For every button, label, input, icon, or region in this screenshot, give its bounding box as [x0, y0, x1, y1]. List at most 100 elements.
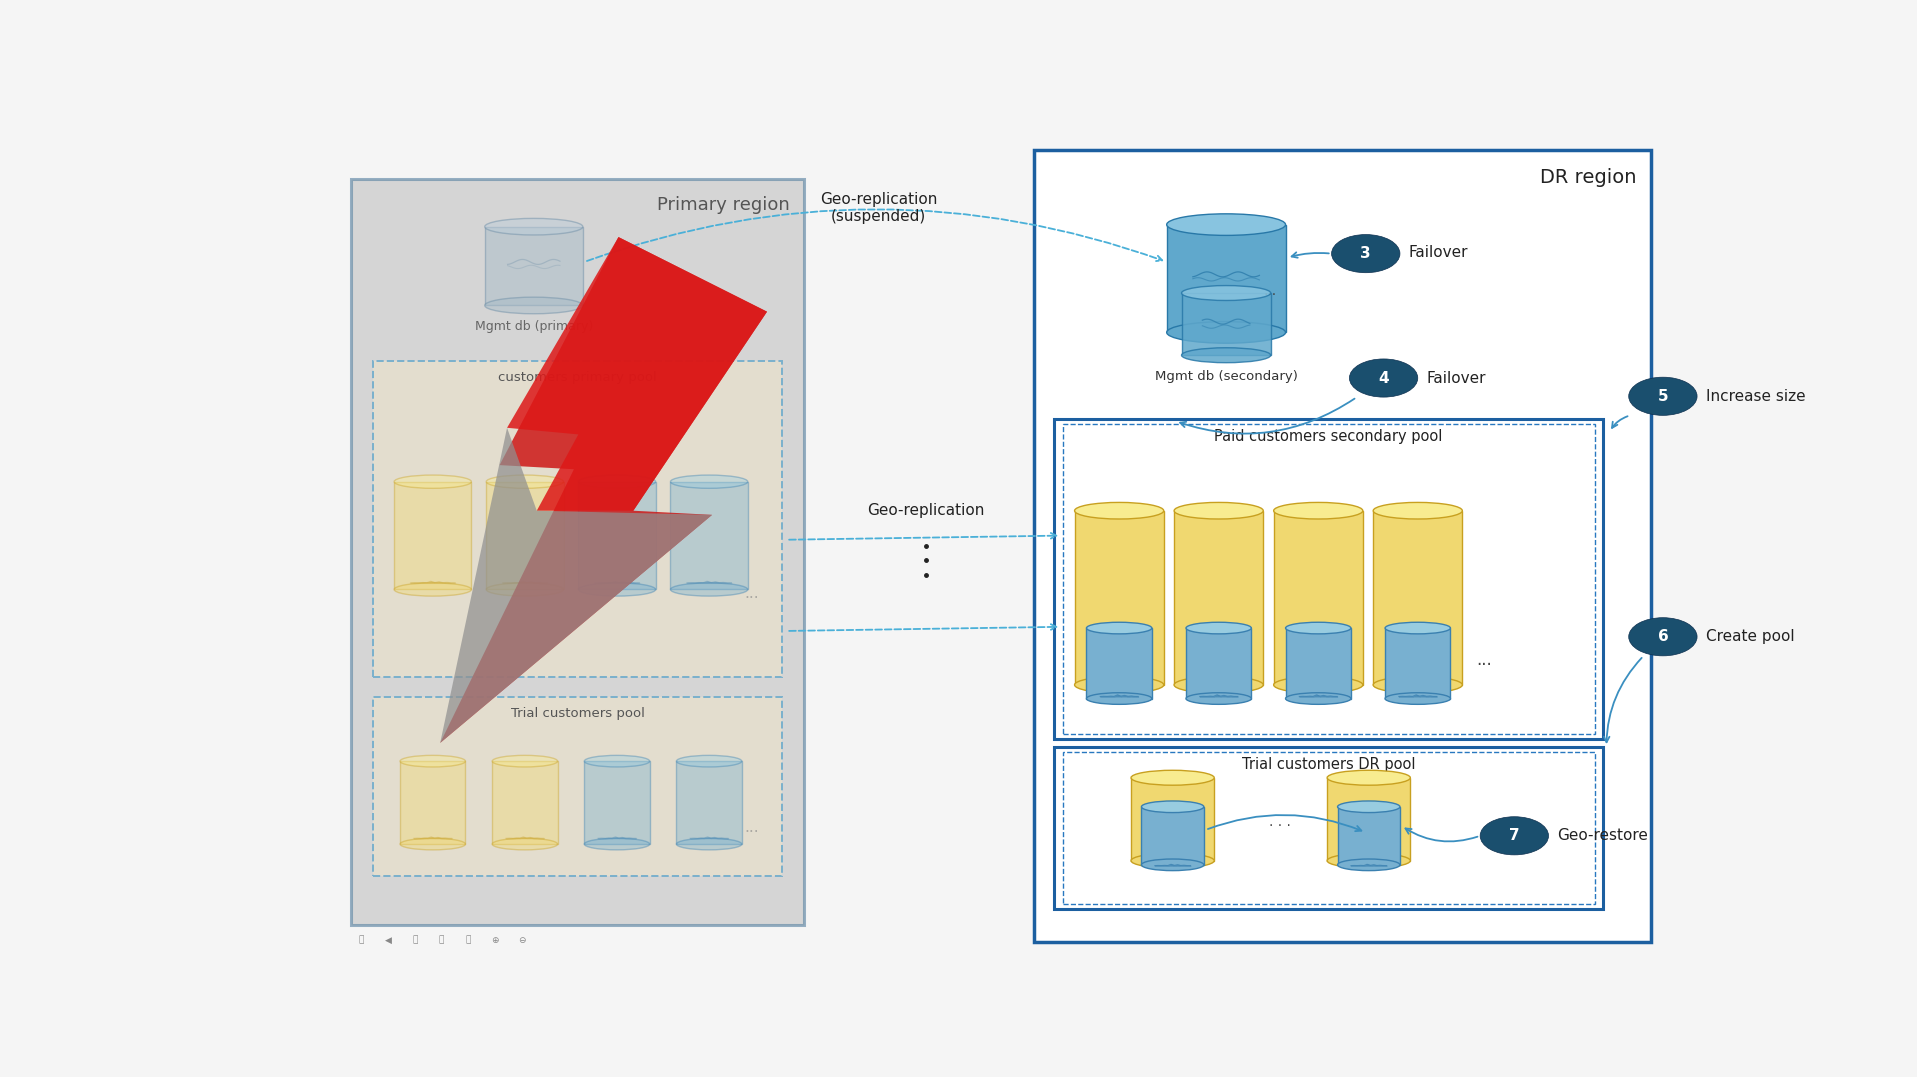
- Ellipse shape: [493, 755, 558, 767]
- Text: DR region: DR region: [1539, 168, 1635, 187]
- FancyBboxPatch shape: [1054, 747, 1603, 909]
- Text: Mgmt db (primary): Mgmt db (primary): [475, 320, 592, 333]
- Bar: [1327, 778, 1411, 861]
- Text: 3: 3: [1361, 247, 1371, 261]
- Circle shape: [1332, 235, 1399, 272]
- Ellipse shape: [1327, 770, 1411, 785]
- FancyBboxPatch shape: [1035, 150, 1651, 942]
- Text: Geo-restore: Geo-restore: [1557, 828, 1649, 843]
- Ellipse shape: [1286, 693, 1351, 704]
- Ellipse shape: [1373, 502, 1463, 519]
- Text: Primary region: Primary region: [658, 196, 790, 213]
- Bar: [671, 481, 748, 589]
- Bar: [395, 481, 472, 589]
- Ellipse shape: [1173, 676, 1263, 694]
- Text: Failover: Failover: [1426, 370, 1486, 386]
- Ellipse shape: [671, 475, 748, 488]
- Bar: [1075, 510, 1164, 685]
- Ellipse shape: [395, 583, 472, 597]
- Bar: [1173, 510, 1263, 685]
- Text: ⏺: ⏺: [412, 936, 418, 945]
- Bar: [1338, 807, 1399, 865]
- Text: ...: ...: [1263, 284, 1277, 298]
- Text: ⏮: ⏮: [358, 936, 364, 945]
- Ellipse shape: [1273, 502, 1363, 519]
- Ellipse shape: [585, 755, 650, 767]
- Ellipse shape: [1286, 623, 1351, 634]
- Bar: [1273, 510, 1363, 685]
- Text: customers primary pool: customers primary pool: [498, 372, 658, 384]
- Ellipse shape: [1327, 853, 1411, 868]
- Ellipse shape: [585, 838, 650, 850]
- Text: ⏹: ⏹: [439, 936, 445, 945]
- Ellipse shape: [487, 475, 564, 488]
- Ellipse shape: [1075, 676, 1164, 694]
- Ellipse shape: [671, 583, 748, 597]
- Text: Geo-replication
(suspended): Geo-replication (suspended): [820, 192, 937, 224]
- Ellipse shape: [485, 219, 583, 235]
- Bar: [374, 697, 782, 876]
- Bar: [585, 761, 650, 844]
- Bar: [1181, 293, 1271, 355]
- Text: Trial customers pool: Trial customers pool: [510, 708, 644, 721]
- Ellipse shape: [1075, 502, 1164, 519]
- Ellipse shape: [1141, 859, 1204, 870]
- Ellipse shape: [395, 475, 472, 488]
- Bar: [579, 481, 656, 589]
- Polygon shape: [441, 237, 767, 743]
- FancyBboxPatch shape: [351, 179, 805, 925]
- Bar: [1141, 807, 1204, 865]
- Ellipse shape: [1386, 623, 1451, 634]
- Circle shape: [1629, 377, 1697, 416]
- Ellipse shape: [1187, 693, 1252, 704]
- Text: Paid customers secondary pool: Paid customers secondary pool: [1215, 430, 1444, 445]
- Text: ...: ...: [746, 586, 759, 601]
- Ellipse shape: [1131, 853, 1213, 868]
- Text: Increase size: Increase size: [1706, 389, 1806, 404]
- Text: Create pool: Create pool: [1706, 629, 1794, 644]
- Ellipse shape: [1087, 693, 1152, 704]
- Ellipse shape: [401, 838, 466, 850]
- Ellipse shape: [1273, 676, 1363, 694]
- Text: ⏸: ⏸: [466, 936, 472, 945]
- Circle shape: [1350, 359, 1419, 397]
- Ellipse shape: [1181, 348, 1271, 363]
- Ellipse shape: [579, 475, 656, 488]
- Bar: [1167, 225, 1286, 333]
- Text: Failover: Failover: [1409, 246, 1468, 261]
- Bar: [1087, 628, 1152, 699]
- Ellipse shape: [1338, 859, 1399, 870]
- Text: 6: 6: [1658, 629, 1668, 644]
- Text: 7: 7: [1509, 828, 1520, 843]
- Text: Mgmt db (secondary): Mgmt db (secondary): [1154, 369, 1298, 382]
- Bar: [1187, 628, 1252, 699]
- Text: ...: ...: [746, 820, 759, 835]
- Text: ...: ...: [1476, 651, 1493, 669]
- Bar: [1286, 628, 1351, 699]
- Ellipse shape: [1181, 285, 1271, 300]
- Ellipse shape: [1087, 623, 1152, 634]
- Ellipse shape: [487, 583, 564, 597]
- Ellipse shape: [1373, 676, 1463, 694]
- Bar: [493, 761, 558, 844]
- Bar: [1062, 752, 1595, 904]
- Ellipse shape: [1141, 801, 1204, 812]
- Ellipse shape: [1173, 502, 1263, 519]
- Text: 5: 5: [1658, 389, 1668, 404]
- Ellipse shape: [1187, 623, 1252, 634]
- Polygon shape: [506, 237, 767, 510]
- Text: ◀: ◀: [385, 936, 391, 945]
- FancyBboxPatch shape: [1054, 419, 1603, 739]
- Ellipse shape: [401, 755, 466, 767]
- Text: 4: 4: [1378, 370, 1390, 386]
- Polygon shape: [441, 428, 711, 743]
- Bar: [1373, 510, 1463, 685]
- Bar: [485, 226, 583, 306]
- FancyBboxPatch shape: [374, 697, 782, 876]
- Ellipse shape: [493, 838, 558, 850]
- Ellipse shape: [1167, 214, 1286, 236]
- Circle shape: [1629, 618, 1697, 656]
- Ellipse shape: [1167, 322, 1286, 344]
- Ellipse shape: [485, 297, 583, 313]
- Ellipse shape: [677, 838, 742, 850]
